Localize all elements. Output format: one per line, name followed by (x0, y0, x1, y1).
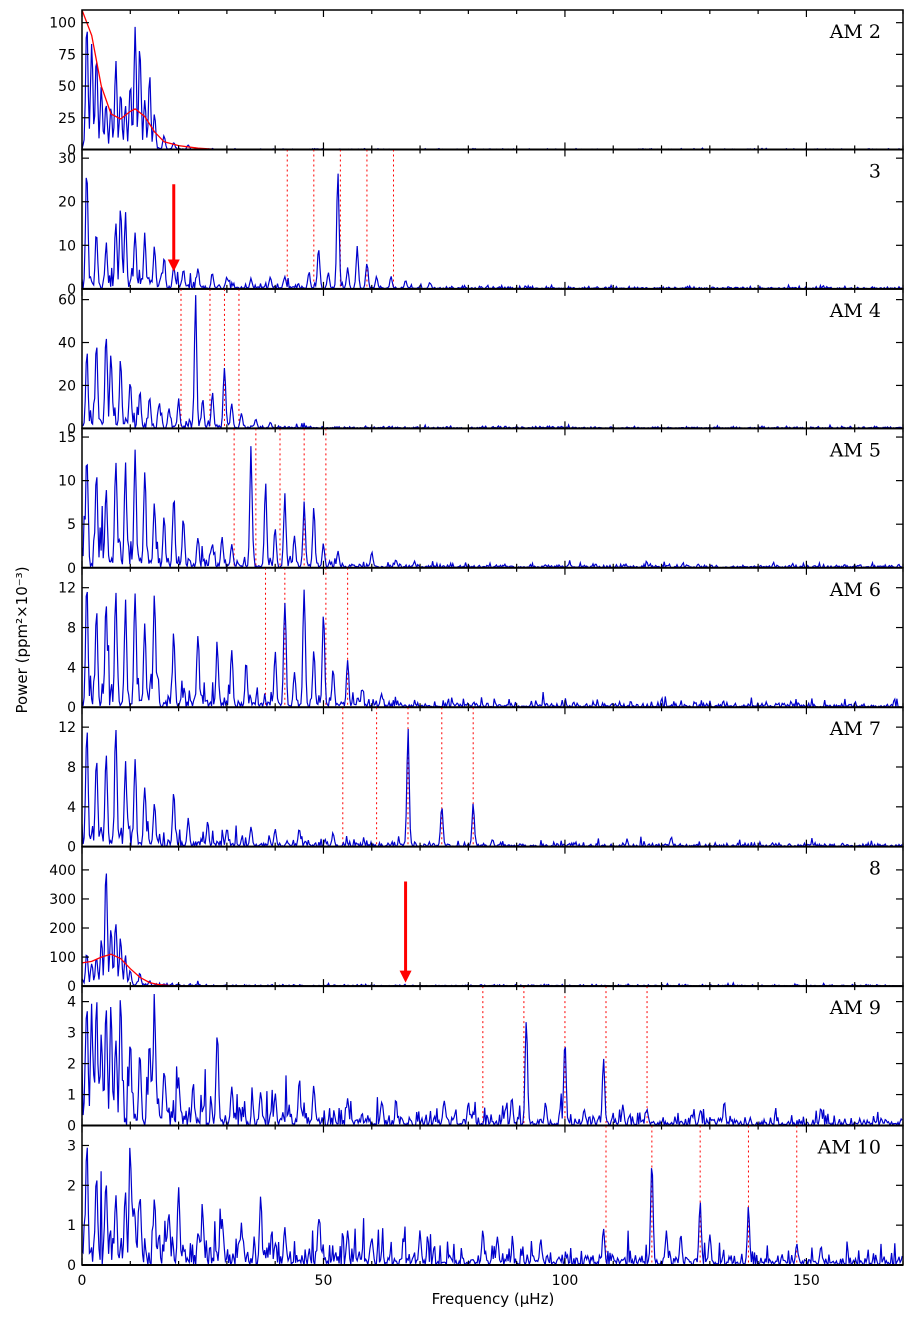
panel-label: AM 5 (829, 439, 881, 461)
arrow-head (399, 970, 412, 983)
panel-label: 8 (869, 858, 881, 880)
y-tick-label: 1 (67, 1088, 76, 1104)
y-tick-label: 15 (58, 430, 76, 446)
y-tick-label: 100 (49, 950, 76, 966)
spectrum-line (82, 173, 903, 289)
panel-5: 0 4 8 12 AM 6 (58, 567, 904, 716)
y-tick-label: 5 (67, 517, 76, 533)
x-tick-label: 0 (78, 1273, 87, 1289)
y-tick-label: 4 (67, 995, 76, 1011)
y-tick-label: 25 (58, 111, 76, 127)
panel-8: 0 1 2 3 4 AM 9 (67, 985, 904, 1135)
y-tick-label: 0 (67, 142, 76, 158)
panel-frame (81, 1124, 904, 1266)
panel-3: 0 20 40 60 AM 4 (58, 288, 904, 437)
spectrum-line (82, 993, 903, 1126)
panel-frame (81, 288, 904, 430)
spectrum-line (82, 295, 903, 429)
y-tick-label: 100 (49, 16, 76, 32)
spectrum-line (82, 873, 903, 987)
y-tick-label: 0 (67, 282, 76, 298)
panel-label: AM 9 (829, 997, 881, 1019)
y-tick-label: 0 (67, 700, 76, 716)
panel-label: AM 6 (829, 579, 881, 601)
y-tick-label: 20 (58, 378, 76, 394)
spectrum-line (82, 446, 903, 568)
arrow-head (167, 259, 180, 272)
panel-2: 0 10 20 30 3 (58, 148, 904, 298)
y-tick-label: 0 (67, 1119, 76, 1135)
panel-frame (81, 148, 904, 290)
panel-frame (81, 427, 904, 569)
y-tick-label: 0 (67, 561, 76, 577)
y-tick-label: 300 (49, 892, 76, 908)
panel-frame (81, 9, 904, 151)
y-tick-label: 60 (58, 293, 76, 309)
panel-frame (81, 706, 904, 848)
spectrum-line (82, 26, 903, 150)
y-tick-label: 10 (58, 474, 76, 490)
spectrum-line (82, 728, 903, 847)
y-tick-label: 8 (67, 621, 76, 637)
y-tick-label: 2 (67, 1057, 76, 1073)
y-tick-label: 3 (67, 1026, 76, 1042)
panel-frame (81, 985, 904, 1127)
y-tick-label: 30 (58, 151, 76, 167)
panel-label: AM 10 (817, 1137, 881, 1159)
y-tick-label: 0 (67, 421, 76, 437)
y-tick-label: 8 (67, 760, 76, 776)
panel-6: 0 4 8 12 AM 7 (58, 706, 904, 856)
panel-frame (81, 845, 904, 987)
y-tick-label: 12 (58, 581, 76, 597)
x-axis-title: Frequency (μHz) (432, 1290, 555, 1308)
panel-7: 0 100 200 300 400 8 (49, 845, 904, 995)
y-tick-label: 200 (49, 921, 76, 937)
y-tick-label: 3 (67, 1138, 76, 1154)
y-tick-label: 10 (58, 238, 76, 254)
y-tick-label: 50 (58, 79, 76, 95)
y-tick-label: 0 (67, 840, 76, 856)
spectrum-line (82, 1147, 903, 1265)
y-tick-label: 12 (58, 720, 76, 736)
y-tick-label: 40 (58, 336, 76, 352)
y-axis-title: Power (ppm²×10⁻³) (13, 566, 31, 713)
panel-1: 0 25 50 75 100 AM 2 (49, 9, 904, 158)
x-tick-label: 50 (315, 1273, 333, 1289)
background-fit-line (82, 953, 189, 987)
panel-4: 0 5 10 15 AM 5 (58, 427, 904, 577)
panel-label: AM 2 (829, 21, 881, 43)
y-tick-label: 0 (67, 1258, 76, 1274)
panel-frame (81, 567, 904, 708)
panel-label: 3 (869, 160, 881, 182)
y-tick-label: 4 (67, 660, 76, 676)
y-tick-label: 4 (67, 800, 76, 816)
y-tick-label: 75 (58, 47, 76, 63)
panel-label: AM 7 (829, 718, 881, 740)
y-tick-label: 0 (67, 979, 76, 995)
panel-label: AM 4 (829, 300, 881, 322)
x-tick-label: 150 (793, 1273, 820, 1289)
y-tick-label: 2 (67, 1178, 76, 1194)
x-tick-label: 100 (552, 1273, 579, 1289)
y-tick-label: 400 (49, 863, 76, 879)
panel-9: 0 1 2 3 AM 10 (67, 1124, 904, 1274)
y-tick-label: 1 (67, 1218, 76, 1234)
y-tick-label: 20 (58, 195, 76, 211)
spectrum-line (82, 589, 903, 708)
